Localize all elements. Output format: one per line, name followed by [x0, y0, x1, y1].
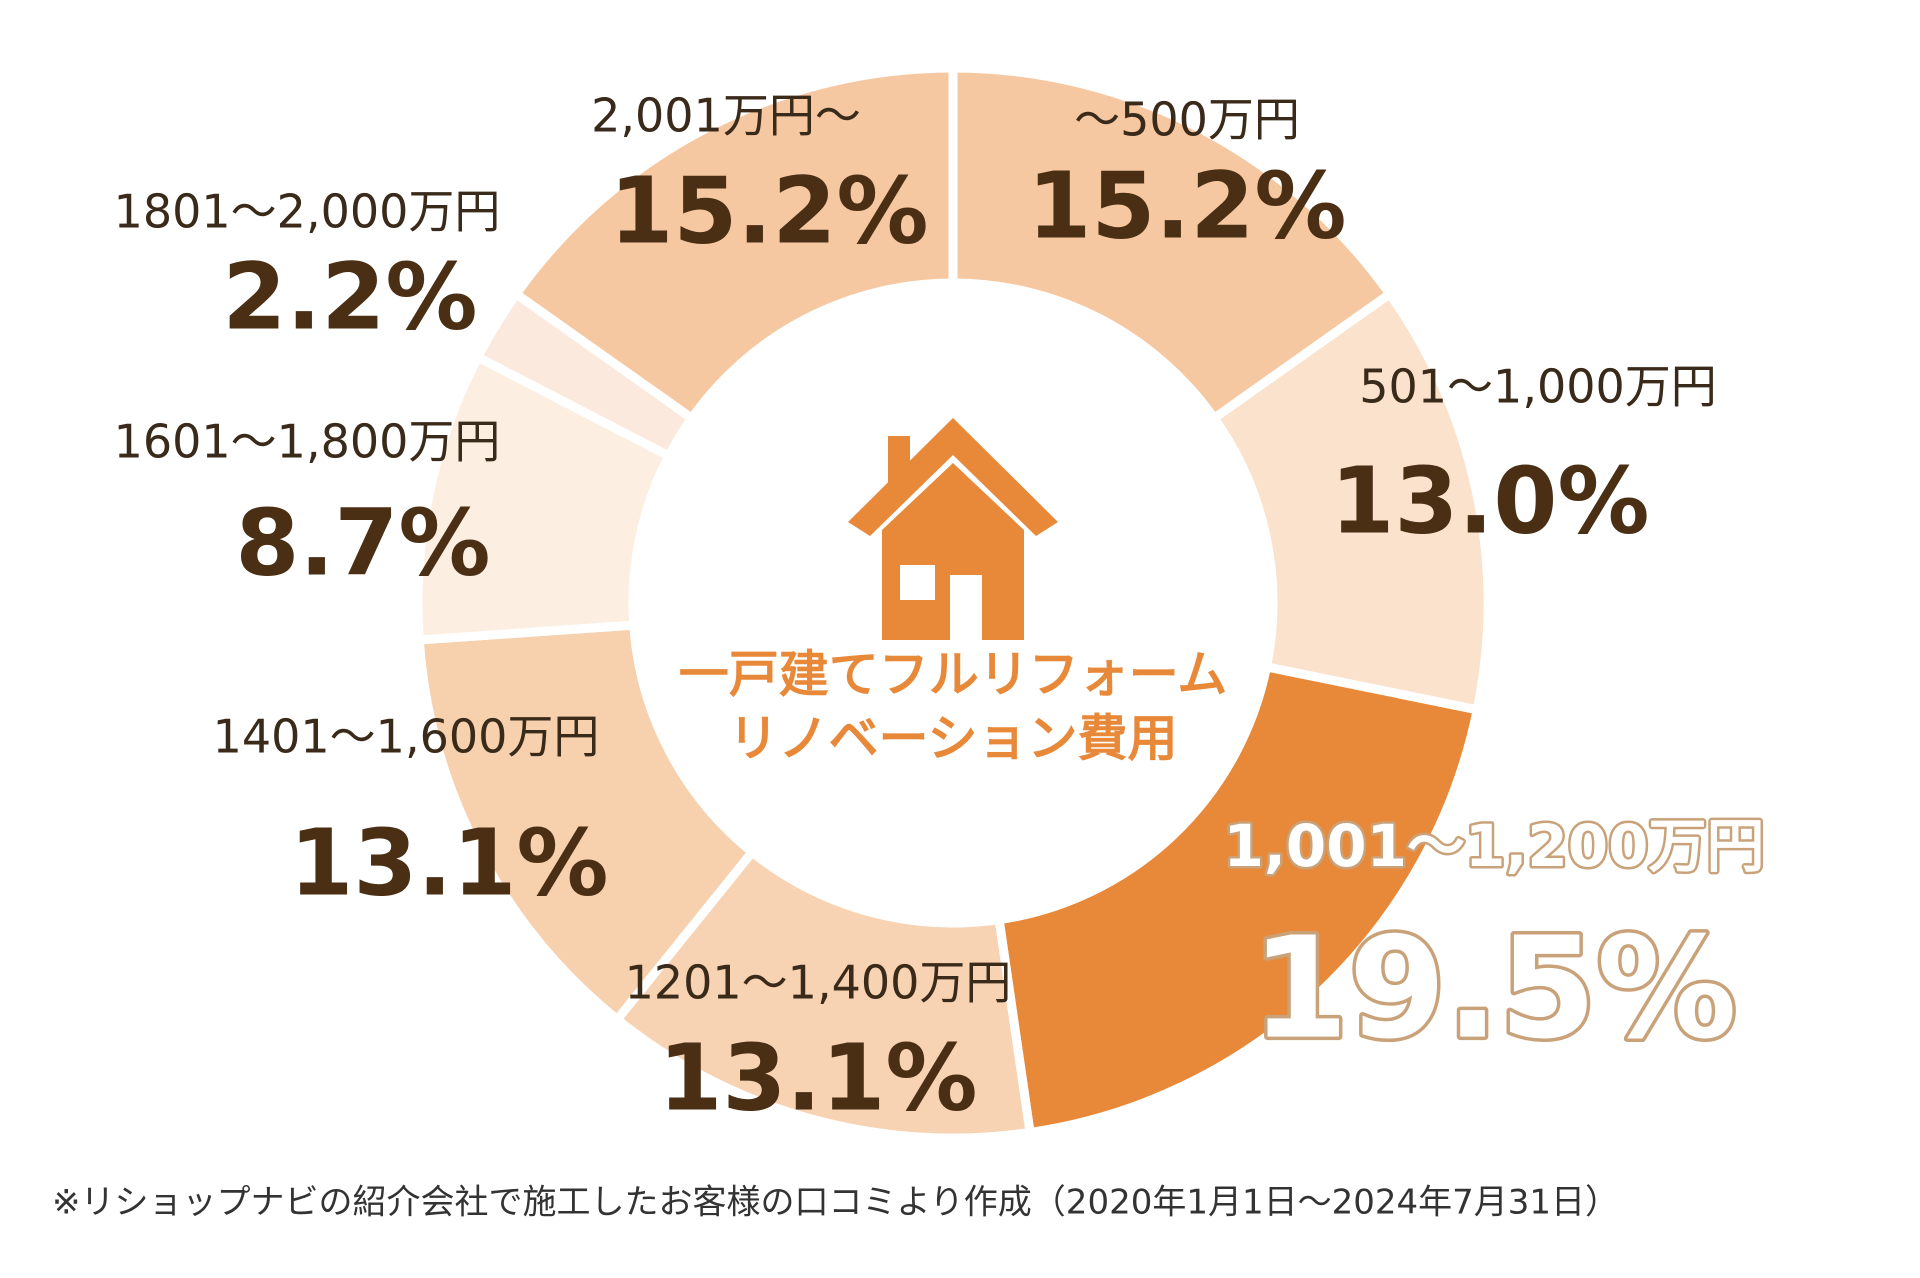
slice: [948, 63, 1397, 425]
category-label: 1401～1,600万円: [213, 710, 600, 764]
category-label: 1201～1,400万円: [625, 956, 1012, 1010]
house-icon: [848, 418, 1058, 640]
value-label: 15.2%: [1027, 152, 1346, 259]
slice: [993, 661, 1483, 1138]
category-label: 1601～1,800万円: [114, 415, 501, 469]
center-title: リノベーション費用: [729, 710, 1178, 768]
slice: [610, 845, 1036, 1143]
value-label: 2.2%: [222, 243, 477, 350]
value-label: 8.7%: [235, 489, 490, 596]
value-label: 15.2%: [609, 157, 928, 264]
donut: [413, 63, 1493, 1143]
slice: [414, 620, 759, 1026]
value-label: 13.1%: [289, 809, 608, 916]
center-title: 一戸建てフルリフォーム: [679, 646, 1228, 704]
value-label: 13.0%: [1330, 447, 1649, 554]
category-label: 1801～2,000万円: [114, 185, 501, 239]
value-label: 19.5%: [1251, 908, 1737, 1071]
slice: [1207, 287, 1493, 716]
slice: [509, 63, 958, 425]
value-label: 13.1%: [658, 1024, 977, 1131]
category-label: 1,001～1,200万円: [1224, 812, 1765, 880]
footnote: ※リショップナビの紹介会社で施工したお客様の口コミより作成（2020年1月1日～…: [52, 1183, 1619, 1223]
category-label: 2,001万円～: [591, 89, 861, 143]
category-label: 501～1,000万円: [1359, 360, 1717, 414]
category-label: ～500万円: [1074, 93, 1300, 147]
